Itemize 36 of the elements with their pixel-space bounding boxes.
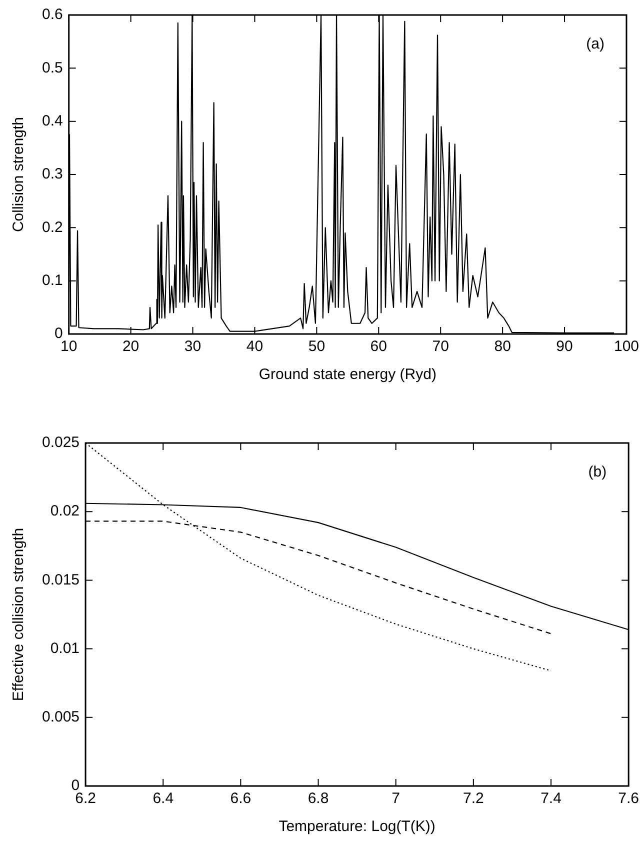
x-tick-label: 7.4 <box>540 790 562 808</box>
annotation: (a) <box>586 36 604 53</box>
x-tick-label: 6.6 <box>230 790 252 808</box>
x-tick-label: 7.6 <box>618 790 640 808</box>
y-tick-label: 0.3 <box>42 166 63 183</box>
x-tick-label: 7 <box>392 790 400 808</box>
x-tick-label: 70 <box>432 338 449 356</box>
y-tick-label: 0.015 <box>42 571 80 588</box>
y-tick-label: 0.1 <box>42 272 63 289</box>
x-axis-title: Ground state energy (Ryd) <box>258 366 436 384</box>
y-tick-label: 0.4 <box>42 112 63 130</box>
x-tick-label: 40 <box>246 338 264 356</box>
x-tick-label: 90 <box>556 338 573 356</box>
x-tick-label: 6.2 <box>75 790 96 808</box>
x-axis-title: Temperature: Log(T(K)) <box>278 818 436 836</box>
x-tick-label: 80 <box>494 338 511 356</box>
x-tick-label: 10 <box>60 338 78 356</box>
y-tick-label: 0.01 <box>50 640 80 657</box>
y-tick-label: 0.005 <box>42 708 80 726</box>
y-tick-label: 0.5 <box>42 59 63 76</box>
x-tick-label: 100 <box>614 338 639 356</box>
annotation: (b) <box>588 464 607 481</box>
x-tick-label: 50 <box>308 338 326 356</box>
x-tick-label: 6.4 <box>152 790 174 808</box>
y-tick-label: 0.2 <box>42 218 63 236</box>
x-tick-label: 60 <box>370 338 387 356</box>
x-tick-label: 20 <box>122 338 140 356</box>
y-tick-label: 0 <box>54 325 63 342</box>
x-tick-label: 30 <box>184 338 202 356</box>
y-tick-label: 0.6 <box>42 6 63 24</box>
y-tick-label: 0.02 <box>50 502 80 520</box>
y-axis-title: Collision strength <box>10 116 28 232</box>
x-tick-label: 7.2 <box>462 790 484 808</box>
y-axis-title: Effective collision strength <box>10 528 28 702</box>
y-tick-label: 0.025 <box>42 434 80 452</box>
x-tick-label: 6.8 <box>308 790 329 808</box>
